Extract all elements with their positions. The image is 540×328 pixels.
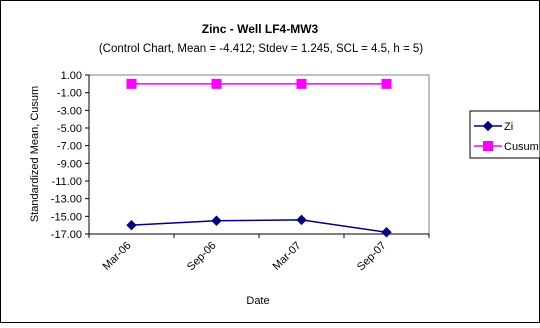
y-tick-label: -1.00 xyxy=(57,88,82,100)
legend-label-cusum: Cusum xyxy=(504,141,539,153)
data-point-cusum xyxy=(126,78,137,89)
data-point-zi xyxy=(381,227,392,238)
legend-marker-zi xyxy=(482,120,494,132)
data-point-cusum xyxy=(211,78,222,89)
series-line-zi xyxy=(131,219,387,233)
data-point-zi xyxy=(126,219,137,231)
chart-subtitle: (Control Chart, Mean = -4.412; Stdev = 1… xyxy=(99,43,423,55)
y-tick-label: -13.00 xyxy=(51,194,82,206)
data-point-zi xyxy=(211,215,222,226)
data-point-cusum xyxy=(296,78,307,89)
y-tick-label: -11.00 xyxy=(52,176,82,188)
legend-label-zi: Zi xyxy=(504,121,513,133)
legend-box xyxy=(469,110,540,159)
x-axis-label: Date xyxy=(246,295,269,307)
y-tick-label: -3.00 xyxy=(57,105,82,117)
legend-marker-cusum xyxy=(483,141,493,151)
y-tick-label: 1.00 xyxy=(61,70,82,82)
y-tick-label: -15.00 xyxy=(51,211,82,223)
legend: Zi Cusum xyxy=(469,110,540,159)
y-axis-label: Standardized Mean, Cusum xyxy=(29,86,41,222)
y-tick-label: -5.00 xyxy=(57,123,82,135)
y-tick-label: -9.00 xyxy=(57,158,82,170)
y-axis: 1.00 -1.00 -3.00 -5.00 -7.00 -9.00 -11.00 -13.0… xyxy=(51,70,90,241)
series-layer xyxy=(126,78,392,238)
y-tick-label: -7.00 xyxy=(57,141,82,153)
plot-area xyxy=(88,74,430,235)
y-tick-label: -17.00 xyxy=(51,229,82,241)
chart-title: Zinc - Well LF4-MW3 xyxy=(202,22,319,36)
data-point-zi xyxy=(296,214,307,226)
data-point-cusum xyxy=(381,78,392,89)
